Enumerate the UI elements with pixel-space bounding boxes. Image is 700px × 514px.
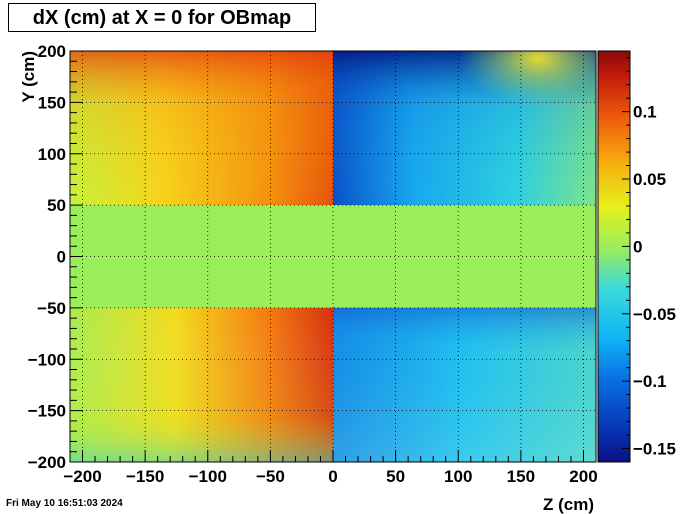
- z-axis: −0.15 −0.1 −0.05 0 0.05 0.1: [622, 57, 676, 463]
- x-tick-label: 0: [328, 467, 337, 486]
- y-axis-title: Y (cm): [19, 51, 38, 103]
- heatmap-region-1-layer2: [333, 51, 596, 206]
- heatmap-region-3-layer1: [70, 307, 333, 462]
- chart-title-box: dX (cm) at X = 0 for OBmap: [8, 3, 316, 32]
- heatmap-region-4-layer1: [333, 307, 596, 462]
- y-tick-label: −150: [28, 402, 66, 421]
- heatmap: [70, 51, 596, 462]
- y-tick-label: 200: [38, 42, 66, 61]
- x-tick-label: −200: [63, 467, 101, 486]
- y-tick-label: 50: [47, 196, 66, 215]
- y-tick-label: 150: [38, 93, 66, 112]
- z-tick-label: 0.1: [633, 103, 657, 122]
- y-tick-label: 100: [38, 145, 66, 164]
- y-tick-label: 0: [57, 248, 66, 267]
- x-tick-label: 150: [507, 467, 535, 486]
- z-tick-label: −0.05: [633, 305, 676, 324]
- x-tick-label: 100: [444, 467, 472, 486]
- z-tick-label: 0: [633, 237, 642, 256]
- x-tick-label: 50: [386, 467, 405, 486]
- y-axis: −200 −150 −100 −50 0 50 100 150 200: [28, 42, 83, 472]
- grid-lines: [70, 50, 596, 463]
- z-tick-label: −0.15: [633, 440, 676, 459]
- x-tick-label: −100: [189, 467, 227, 486]
- heatmap-region-0-layer1: [70, 51, 333, 206]
- y-tick-label: −200: [28, 453, 66, 472]
- chart-title: dX (cm) at X = 0 for OBmap: [32, 7, 292, 29]
- z-tick-label: −0.1: [633, 372, 667, 391]
- x-tick-label: −150: [126, 467, 164, 486]
- timestamp: Fri May 10 16:51:03 2024: [6, 498, 123, 509]
- color-palette: [597, 50, 631, 463]
- x-tick-label: −50: [256, 467, 285, 486]
- x-axis: −200 −150 −100 −50 0 50 100 150 200: [63, 450, 598, 486]
- x-axis-title: Z (cm): [543, 495, 594, 514]
- y-tick-label: −100: [28, 350, 66, 369]
- x-tick-label: 200: [569, 467, 597, 486]
- z-tick-label: 0.05: [633, 170, 666, 189]
- y-tick-label: −50: [37, 299, 66, 318]
- heatmap-region-2: [70, 205, 596, 308]
